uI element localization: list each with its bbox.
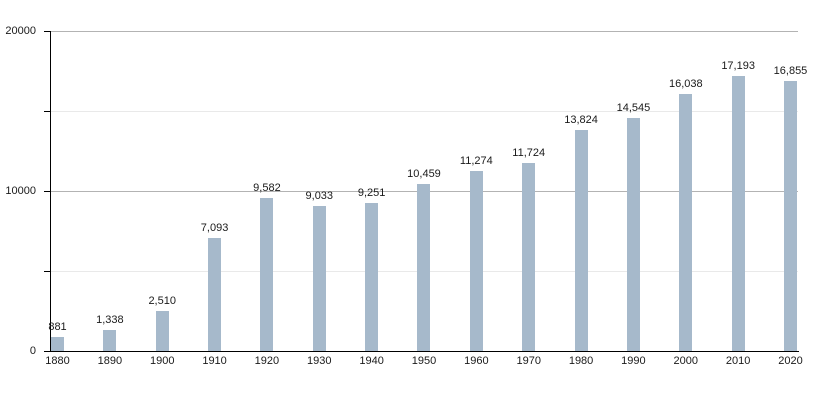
bar <box>626 118 640 351</box>
bar-value-label: 11,724 <box>512 147 546 160</box>
bar <box>731 75 745 351</box>
bar-value-label: 11,274 <box>459 154 493 167</box>
x-axis-line <box>44 351 799 352</box>
bar <box>783 81 797 351</box>
bar <box>469 170 483 351</box>
bar-value-label: 2,510 <box>148 294 176 307</box>
x-tick-label: 1980 <box>568 355 594 367</box>
bar <box>51 336 64 351</box>
bar <box>522 163 536 351</box>
x-tick-label: 1920 <box>254 355 280 367</box>
bar <box>574 129 588 351</box>
bar-value-label: 1,338 <box>96 313 124 326</box>
x-tick-label: 1900 <box>149 355 175 367</box>
x-tick-label: 1880 <box>45 355 70 367</box>
bar <box>103 329 117 351</box>
bar-value-label: 881 <box>48 320 67 333</box>
bar <box>260 197 274 351</box>
bar-value-label: 16,038 <box>668 78 703 91</box>
bar <box>208 237 222 351</box>
x-tick-label: 1950 <box>411 355 437 367</box>
bar <box>312 206 326 351</box>
y-axis-tick <box>44 111 50 112</box>
minor-gridline <box>50 111 798 112</box>
bar-value-label: 10,459 <box>407 167 441 180</box>
y-tick-label: 0 <box>29 345 36 357</box>
major-gridline <box>50 31 798 32</box>
y-axis-tick <box>44 271 50 272</box>
x-tick-label: 1940 <box>359 355 384 367</box>
x-tick-label: 2000 <box>673 355 699 367</box>
bar <box>365 202 379 351</box>
y-tick-label: 20000 <box>5 25 36 37</box>
x-tick-label: 1930 <box>307 355 332 367</box>
x-tick-label: 1890 <box>97 355 123 367</box>
x-tick-label: 2010 <box>725 355 751 367</box>
x-tick-label: 1990 <box>621 355 646 367</box>
y-axis-tick <box>44 191 50 192</box>
bar <box>155 310 169 351</box>
bar-value-label: 13,824 <box>564 113 598 126</box>
bar-value-label: 14,545 <box>616 102 651 115</box>
x-tick-label: 2020 <box>778 355 803 367</box>
bar <box>417 183 431 351</box>
bar-value-label: 9,251 <box>357 186 386 199</box>
bar-value-label: 9,582 <box>253 181 281 194</box>
bar-value-label: 17,193 <box>721 59 755 72</box>
bar-value-label: 9,033 <box>305 190 334 203</box>
bar-value-label: 7,093 <box>200 221 229 234</box>
y-axis-tick <box>44 31 50 32</box>
x-tick-label: 1970 <box>516 355 541 367</box>
bar-value-label: 16,855 <box>773 65 808 78</box>
y-tick-label: 10000 <box>5 185 36 197</box>
y-axis-line <box>50 31 51 351</box>
x-tick-label: 1910 <box>202 355 227 367</box>
x-tick-label: 1960 <box>464 355 489 367</box>
bar <box>679 94 693 351</box>
